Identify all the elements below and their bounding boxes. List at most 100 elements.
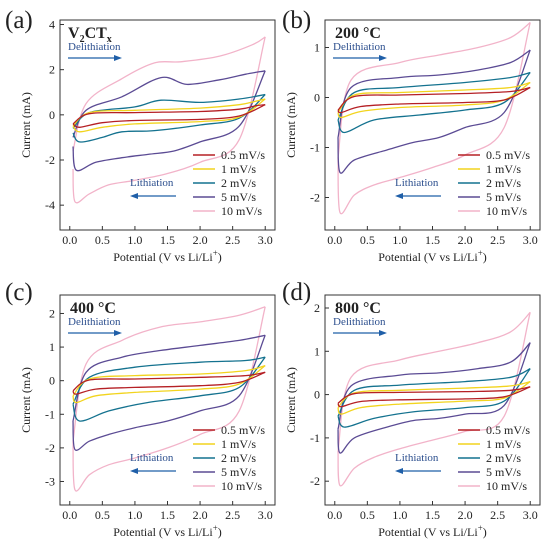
x-axis-label: Potential (V vs Li/Li+) (113, 523, 222, 539)
series-10mVs-cathodic-line (72, 36, 266, 204)
series-5mVs-anodic-line (337, 342, 531, 430)
panel-a: 0.0 0.5 1.0 1.5 2.0 2.5 3.0 -4 -2 0 2 4 Potential (V… (5, 7, 276, 264)
delithiation-label: Delithiation (333, 41, 386, 53)
x-tick-label: 2.0 (458, 233, 473, 247)
y-axis-label: Current (mA) (19, 367, 33, 433)
legend-label: 10 mV/s (486, 204, 527, 218)
series-05mVs-cathodic-line (337, 386, 531, 408)
legend-label: 1 mV/s (221, 162, 256, 176)
legend-label: 5 mV/s (221, 465, 256, 479)
x-axis-label-sup: + (213, 523, 218, 533)
series-2mVs-cathodic-line (337, 72, 531, 134)
y-axis-label: Current (mA) (19, 92, 33, 158)
series-1mVs-cathodic-line (72, 365, 266, 404)
panel-c: 0.0 0.5 1.0 1.5 2.0 2.5 3.0 -3 -2 -1 0 1 2 Potential … (5, 279, 276, 539)
legend-label: 2 mV/s (221, 176, 256, 190)
panel-label: (a) (5, 7, 33, 34)
y-tick-label: 2 (49, 306, 55, 320)
series-1mVs-anodic-line (337, 380, 531, 409)
x-tick-label: 1.5 (425, 233, 440, 247)
series-05mVs-cathodic-line (72, 371, 266, 395)
x-axis-label: Potential (V vs Li/Li+) (378, 523, 487, 539)
y-tick-label: -1 (45, 407, 55, 421)
legend-label: 1 mV/s (486, 162, 521, 176)
y-tick-label: 2 (49, 63, 55, 77)
lithiation-arrow-head (395, 468, 403, 474)
lithiation-label: Lithiation (130, 177, 174, 189)
y-tick-label: -2 (310, 474, 320, 488)
y-tick-label: -2 (45, 153, 55, 167)
panel-b: 0.0 0.5 1.0 1.5 2.0 2.5 3.0 -2 -1 0 1 Potential (V … (282, 7, 541, 264)
y-axis-label: Current (mA) (284, 367, 298, 433)
series-2mVs-anodic-line (337, 71, 531, 121)
series-5mVs-cathodic-line (337, 342, 531, 454)
series-5mVs-cathodic-line (72, 70, 266, 172)
x-tick-label: 0.0 (62, 508, 77, 522)
series-1mVs-cathodic-line (337, 381, 531, 415)
series-10mVs-cathodic-line (337, 22, 531, 215)
series-05mVs-anodic-line (72, 104, 266, 125)
x-tick-label: 0.0 (327, 508, 342, 522)
delithiation-label: Delithiation (68, 41, 121, 53)
x-tick-label: 1.0 (392, 233, 407, 247)
delithiation-arrow-head (379, 55, 387, 61)
series-05mVs-anodic-line (337, 386, 531, 404)
legend-label: 1 mV/s (221, 437, 256, 451)
legend-label: 0.5 mV/s (486, 423, 530, 437)
legend-label: 10 mV/s (221, 204, 262, 218)
y-tick-label: 1 (49, 340, 55, 354)
panel-title-title_sub2: x (107, 34, 112, 45)
x-tick-label: 3.0 (523, 233, 538, 247)
series-05mVs-anodic-line (72, 371, 266, 392)
x-tick-label: 1.0 (127, 233, 142, 247)
legend-label: 2 mV/s (486, 176, 521, 190)
panel-label: (b) (282, 7, 311, 34)
delithiation-label: Delithiation (333, 316, 386, 328)
x-tick-label: 0.5 (360, 508, 375, 522)
panel-title: 400 °C (70, 300, 116, 317)
series-10mVs-cathodic-line (72, 306, 266, 492)
y-tick-label: 0 (49, 108, 55, 122)
lithiation-arrow-head (395, 193, 403, 199)
series-10mVs-anodic-line (72, 36, 266, 152)
series-5mVs-anodic-line (72, 334, 266, 422)
lithiation-label: Lithiation (395, 452, 439, 464)
x-tick-label: 3.0 (258, 233, 273, 247)
panel-title: 200 °C (335, 25, 381, 42)
x-axis-label: Potential (V vs Li/Li+) (113, 248, 222, 264)
x-tick-label: 1.5 (160, 508, 175, 522)
x-axis-label-end: ) (483, 525, 487, 539)
x-tick-label: 2.5 (490, 233, 505, 247)
series-2mVs-anodic-line (337, 368, 531, 417)
y-tick-label: 2 (314, 301, 320, 315)
y-tick-label: -4 (45, 198, 55, 212)
series-10mVs-anodic-line (337, 21, 531, 158)
x-axis-label-sup: + (213, 248, 218, 258)
x-axis-label: Potential (V vs Li/Li+) (378, 248, 487, 264)
y-tick-label: 4 (49, 18, 55, 32)
x-tick-label: 3.0 (258, 508, 273, 522)
x-tick-label: 2.5 (225, 233, 240, 247)
legend-label: 10 mV/s (486, 479, 527, 493)
panel-label: (c) (5, 279, 33, 306)
series-2mVs-anodic-line (72, 356, 266, 405)
delithiation-label: Delithiation (68, 316, 121, 328)
x-tick-label: 2.5 (490, 508, 505, 522)
legend-label: 2 mV/s (486, 451, 521, 465)
series-2mVs-cathodic-line (337, 368, 531, 428)
legend-label: 5 mV/s (486, 190, 521, 204)
y-tick-label: 1 (314, 41, 320, 55)
series-05mVs-cathodic-line (72, 104, 266, 128)
x-tick-label: 3.0 (523, 508, 538, 522)
legend-label: 2 mV/s (221, 451, 256, 465)
x-tick-label: 2.5 (225, 508, 240, 522)
x-tick-label: 0.5 (95, 508, 110, 522)
x-tick-label: 1.5 (160, 233, 175, 247)
lithiation-arrow-head (130, 193, 138, 199)
x-tick-label: 2.0 (458, 508, 473, 522)
series-5mVs-anodic-line (72, 70, 266, 138)
x-tick-label: 2.0 (193, 508, 208, 522)
legend-label: 10 mV/s (221, 479, 262, 493)
panel-title-title_sub1: 2 (80, 34, 85, 45)
lithiation-label: Lithiation (395, 177, 439, 189)
